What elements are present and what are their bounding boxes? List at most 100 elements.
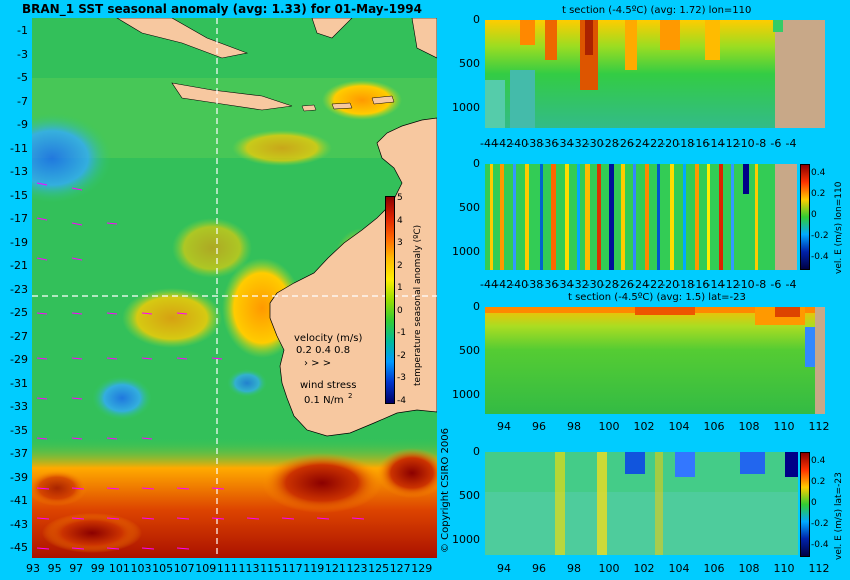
- map-lat-tick-label: -1: [17, 24, 28, 37]
- map-lat-tick-label: -39: [10, 470, 28, 484]
- map-lon-tick-label: 129: [411, 562, 433, 575]
- panel2-lat-tick-label: -8: [755, 278, 767, 291]
- map-lat-tick-label: -19: [10, 235, 28, 249]
- map-lat-tick-label: -23: [10, 282, 28, 296]
- map-lat-tick-label: -7: [17, 94, 28, 108]
- map-lon-tick-label: 111: [216, 562, 238, 575]
- panel1-lat-tick-label: -32: [570, 137, 589, 150]
- wind-stress-scale: 0.1 N/m: [304, 395, 344, 406]
- map-lon-tick-label: 103: [130, 562, 152, 575]
- sst-colorbar: [385, 196, 395, 404]
- map-lon-tick-label: 115: [260, 562, 282, 575]
- panel2-colorbar-tick-label: 0.4: [811, 168, 826, 178]
- sst-colorbar-tick-label: 0: [397, 305, 403, 316]
- panel3-lon-tick-label: 98: [567, 420, 581, 433]
- panel3-depth-tick-label: 0: [473, 300, 480, 313]
- panel3-lon-tick-label: 106: [703, 420, 725, 433]
- panel4-colorbar-label: vel. E (m/s) lat=-23: [834, 472, 844, 560]
- panel2-lat-tick-label: -36: [540, 278, 559, 291]
- wind-stress-scale-sup: 2: [348, 392, 352, 400]
- sst-colorbar-tick-label: -4: [397, 395, 406, 406]
- java-land: [171, 82, 293, 111]
- panel1-lat-tick-label: -42: [495, 137, 514, 150]
- panel2-lat-tick-label: -30: [585, 278, 604, 291]
- panel4-lon-tick-label: 98: [567, 562, 581, 575]
- map-lat-tick-label: -27: [10, 329, 28, 343]
- panel2-lat-tick-label: -12: [721, 278, 740, 291]
- map-lon-tick-label: 113: [238, 562, 260, 575]
- panel2-lat-tick-label: -10: [736, 278, 755, 291]
- panel1-lat-tick-label: -18: [676, 137, 695, 150]
- panel2-lat-tick-label: -22: [646, 278, 665, 291]
- panel2-lat-tick-label: -14: [706, 278, 725, 291]
- panel4-lon-tick-label: 106: [703, 562, 725, 575]
- panel1-lat-tick-label: -8: [755, 137, 767, 150]
- panel4-lon-tick-label: 104: [668, 562, 690, 575]
- panel1-lat-tick-label: -14: [706, 137, 725, 150]
- panel4-lon-tick-label: 110: [773, 562, 795, 575]
- sst-colorbar-tick-label: -3: [397, 373, 406, 383]
- map-lat-tick-label: -31: [10, 376, 28, 390]
- map-lon-tick-label: 109: [195, 562, 217, 575]
- velocity-label: velocity (m/s): [294, 333, 362, 344]
- panel3-depth-tick-label: 1000: [452, 388, 480, 401]
- map-lon-tick-label: 125: [368, 562, 390, 575]
- velocity-scale: 0.2 0.4 0.8: [296, 345, 350, 356]
- panel2-lat-tick-label: -28: [600, 278, 619, 291]
- panel1-lat-tick-label: -6: [770, 137, 782, 150]
- panel1-lat-tick-label: -10: [736, 137, 755, 150]
- map-lon-tick-label: 117: [281, 562, 303, 575]
- panel3-lon-tick-label: 110: [773, 420, 795, 433]
- panel4-depth-tick-label: 1000: [452, 533, 480, 546]
- panel4-lon-tick-label: 96: [532, 562, 546, 575]
- sst-colorbar-tick-label: 3: [397, 238, 403, 248]
- sst-colorbar-tick-label: -2: [397, 350, 406, 361]
- sst-anomaly-map: velocity (m/s) 0.2 0.4 0.8 › > > wind st…: [32, 18, 437, 558]
- panel2-colorbar-label: vel. E (m/s) lon=110: [834, 181, 844, 274]
- panel3-lon-tick-label: 104: [668, 420, 690, 433]
- land-mask: [775, 20, 825, 128]
- panel1-lat-tick-label: -24: [631, 137, 649, 150]
- panel2-lat-tick-label: -16: [691, 278, 710, 291]
- panel1-lat-tick-label: -44: [480, 137, 498, 150]
- panel4-lon-tick-label: 94: [497, 562, 511, 575]
- panel2-lat-tick-label: -26: [615, 278, 634, 291]
- panel2-depth-tick-label: 1000: [452, 245, 480, 258]
- panel1-lat-tick-label: -36: [540, 137, 559, 150]
- panel2-colorbar-tick-label: 0: [811, 210, 817, 220]
- panel1-lat-tick-label: -16: [691, 137, 710, 150]
- panel1-title: t section (-4.5ºC) (avg: 1.72) lon=110: [562, 5, 752, 16]
- map-lat-tick-label: -29: [10, 353, 28, 366]
- panel1-lat-tick-label: -20: [661, 137, 680, 150]
- panel4-depth-tick-label: 0: [473, 445, 480, 458]
- panel1-lat-tick-label: -40: [510, 137, 529, 150]
- sst-colorbar-label: temperature seasonal anomaly (ºC): [413, 224, 423, 386]
- map-lat-tick-label: -13: [10, 165, 28, 178]
- map-lon-tick-label: 107: [173, 562, 195, 575]
- panel4-lon-tick-label: 112: [808, 562, 830, 575]
- map-lon-tick-label: 127: [389, 562, 411, 575]
- map-lat-tick-label: -9: [17, 118, 28, 131]
- panel1-section: [485, 20, 825, 128]
- map-lat-tick-label: -5: [17, 71, 28, 84]
- panel4-colorbar-tick-label: -0.2: [811, 519, 829, 529]
- map-lon-tick-label: 95: [47, 562, 62, 575]
- panel4-lon-tick-label: 108: [738, 562, 760, 575]
- map-lon-tick-label: 121: [324, 562, 346, 575]
- panel1-lat-tick-label: -26: [615, 137, 634, 150]
- map-lon-tick-label: 99: [90, 562, 105, 575]
- panel2-depth-tick-label: 500: [459, 201, 480, 214]
- panel2-lat-tick-label: -40: [510, 278, 529, 291]
- panel3-lon-tick-label: 94: [497, 420, 511, 433]
- panel4-lon-tick-label: 100: [598, 562, 620, 575]
- panel1-lat-tick-label: -12: [721, 137, 740, 150]
- panel2-colorbar-tick-label: -0.2: [811, 231, 829, 241]
- panel2-lat-tick-label: -4: [785, 278, 797, 291]
- wind-stress-arrows: [36, 182, 365, 550]
- panel4-colorbar: [800, 452, 810, 557]
- map-lon-tick-label: 119: [303, 562, 325, 575]
- panel3-lon-tick-label: 112: [808, 420, 830, 433]
- panel3-lon-tick-label: 108: [738, 420, 760, 433]
- panel3-section: [485, 307, 825, 414]
- panel2-lat-tick-label: -38: [525, 278, 544, 291]
